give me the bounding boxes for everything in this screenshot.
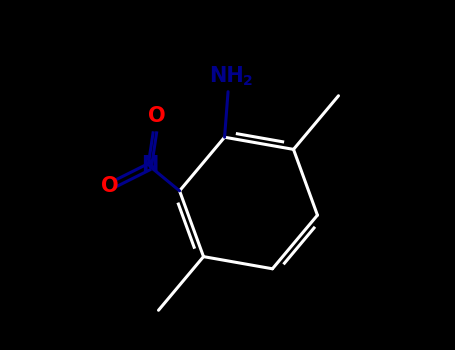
Text: 2: 2 [243,74,253,88]
Text: N: N [141,155,158,175]
Text: NH: NH [209,66,244,86]
Text: O: O [148,106,166,126]
Text: O: O [101,176,118,196]
